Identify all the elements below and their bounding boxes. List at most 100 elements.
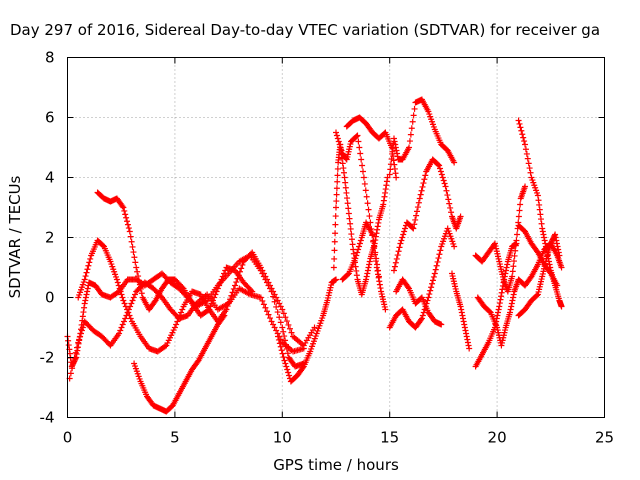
data-point xyxy=(461,324,468,331)
data-point xyxy=(503,264,510,271)
series-track-j xyxy=(339,219,382,283)
data-point xyxy=(374,226,381,233)
data-point xyxy=(353,272,360,279)
series-track-m xyxy=(386,225,458,331)
data-point xyxy=(509,297,516,304)
data-point xyxy=(463,333,470,340)
data-point xyxy=(122,315,129,322)
data-point xyxy=(375,267,382,274)
series-track-n xyxy=(393,276,445,328)
data-point xyxy=(416,195,423,202)
data-point xyxy=(224,303,231,310)
data-point xyxy=(515,117,522,124)
data-point xyxy=(228,292,235,299)
data-point xyxy=(348,236,355,243)
data-point xyxy=(205,307,212,314)
data-point xyxy=(421,176,428,183)
data-point xyxy=(533,248,540,255)
data-point xyxy=(410,112,417,119)
data-point xyxy=(113,276,120,283)
data-point xyxy=(540,231,547,238)
data-point xyxy=(354,249,361,256)
data-point xyxy=(280,354,287,361)
data-point xyxy=(526,165,533,172)
data-point xyxy=(333,191,340,198)
data-point xyxy=(334,135,341,142)
data-point xyxy=(414,208,421,215)
data-point xyxy=(347,225,354,232)
data-point xyxy=(501,276,508,283)
data-point xyxy=(65,342,72,349)
data-point xyxy=(552,234,559,241)
data-point xyxy=(393,147,400,154)
data-point xyxy=(391,263,398,270)
data-point xyxy=(419,312,426,319)
data-point xyxy=(360,174,367,181)
data-point xyxy=(207,303,214,310)
y-tick-label: 8 xyxy=(45,49,55,67)
data-point xyxy=(463,330,470,337)
y-tick-label: 2 xyxy=(45,229,55,247)
data-point xyxy=(409,224,416,231)
data-point xyxy=(527,274,534,281)
data-point xyxy=(135,273,142,280)
data-point xyxy=(213,288,220,295)
data-point xyxy=(457,303,464,310)
data-point xyxy=(349,241,356,248)
data-point xyxy=(457,213,464,220)
data-point xyxy=(542,243,549,250)
data-point xyxy=(279,324,286,331)
data-point xyxy=(364,270,371,277)
data-point xyxy=(494,312,501,319)
data-point xyxy=(533,292,540,299)
data-point xyxy=(356,243,363,250)
data-point xyxy=(517,201,524,208)
data-point xyxy=(119,203,126,210)
data-point xyxy=(121,300,128,307)
data-point xyxy=(119,294,126,301)
data-point xyxy=(211,294,218,301)
data-point xyxy=(277,319,284,326)
data-point xyxy=(206,306,213,313)
data-point xyxy=(352,255,359,262)
data-point xyxy=(417,191,424,198)
data-point xyxy=(118,324,125,331)
x-tick-label: 25 xyxy=(595,429,614,447)
series-track-k xyxy=(386,96,458,178)
data-point xyxy=(509,268,516,275)
data-point xyxy=(70,360,77,367)
data-point xyxy=(461,321,468,328)
data-point xyxy=(437,168,444,175)
data-point xyxy=(262,304,269,311)
data-point xyxy=(424,297,431,304)
data-point xyxy=(541,234,548,241)
data-point xyxy=(394,150,401,157)
data-point xyxy=(126,312,133,319)
data-point xyxy=(536,206,543,213)
data-point xyxy=(274,309,281,316)
data-point xyxy=(342,179,349,186)
data-point xyxy=(340,165,347,172)
data-point xyxy=(120,318,127,325)
x-tick-label: 15 xyxy=(380,429,399,447)
data-point xyxy=(119,321,126,328)
data-point xyxy=(259,297,266,304)
data-point xyxy=(353,133,360,140)
data-point xyxy=(370,237,377,244)
data-point xyxy=(375,273,382,280)
data-point xyxy=(392,259,399,266)
data-point xyxy=(432,266,439,273)
data-point xyxy=(173,321,180,328)
data-point xyxy=(374,223,381,230)
data-point xyxy=(515,213,522,220)
data-point xyxy=(392,144,399,151)
series-track-c xyxy=(75,237,318,355)
data-point xyxy=(436,162,443,169)
data-point xyxy=(538,220,545,227)
data-point xyxy=(354,132,361,139)
data-point xyxy=(353,267,360,274)
data-point xyxy=(208,300,215,307)
data-point xyxy=(465,342,472,349)
data-point xyxy=(496,300,503,307)
data-point xyxy=(136,281,143,288)
